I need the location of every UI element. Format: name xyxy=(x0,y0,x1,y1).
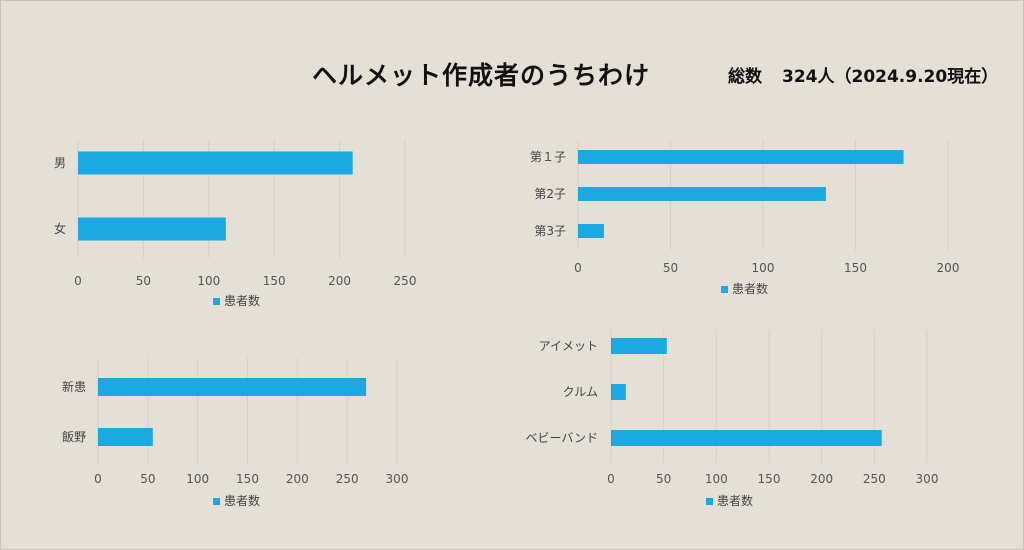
legend-swatch xyxy=(721,286,728,293)
x-tick-label: 150 xyxy=(263,274,286,288)
category-label: 飯野 xyxy=(62,429,86,444)
legend: 患者数 xyxy=(213,493,260,508)
x-tick-label: 100 xyxy=(752,261,775,275)
x-tick-label: 150 xyxy=(844,261,867,275)
legend: 患者数 xyxy=(213,293,260,308)
category-label: 第3子 xyxy=(534,224,566,238)
total-label: 総数 xyxy=(728,67,762,87)
category-label: 新患 xyxy=(62,379,86,394)
x-tick-label: 50 xyxy=(656,472,671,486)
x-tick-label: 0 xyxy=(94,472,102,486)
category-label: アイメット xyxy=(539,339,598,353)
bar xyxy=(578,224,604,238)
x-tick-label: 250 xyxy=(863,472,886,486)
bar xyxy=(78,151,353,175)
category-label: ベビーバンド xyxy=(526,431,598,445)
x-tick-label: 0 xyxy=(74,274,82,288)
bar xyxy=(611,430,882,446)
category-label: 第2子 xyxy=(534,187,566,201)
legend-swatch xyxy=(706,498,713,505)
x-tick-label: 200 xyxy=(937,261,960,275)
category-label: 第１子 xyxy=(530,150,566,164)
x-tick-label: 150 xyxy=(236,472,259,486)
legend-label: 患者数 xyxy=(224,293,260,308)
category-label: 男 xyxy=(54,156,66,170)
bar xyxy=(611,384,626,400)
x-tick-label: 50 xyxy=(140,472,155,486)
x-tick-label: 0 xyxy=(607,472,615,486)
x-tick-label: 100 xyxy=(705,472,728,486)
category-label: 女 xyxy=(54,221,66,236)
x-tick-label: 150 xyxy=(758,472,781,486)
bar xyxy=(578,187,826,201)
bar xyxy=(98,428,153,446)
legend: 患者数 xyxy=(706,493,753,508)
x-tick-label: 300 xyxy=(386,472,409,486)
x-tick-label: 200 xyxy=(286,472,309,486)
legend: 患者数 xyxy=(721,281,768,296)
legend-swatch xyxy=(213,298,220,305)
bar xyxy=(78,217,226,241)
legend-label: 患者数 xyxy=(717,493,753,508)
x-tick-label: 0 xyxy=(574,261,582,275)
total-count: 総数 324人（2024.9.20現在） xyxy=(728,62,998,87)
legend-swatch xyxy=(213,498,220,505)
x-tick-label: 100 xyxy=(197,274,220,288)
x-tick-label: 300 xyxy=(916,472,939,486)
legend-label: 患者数 xyxy=(224,493,260,508)
x-tick-label: 50 xyxy=(136,274,151,288)
page-title: ヘルメット作成者のうちわけ xyxy=(312,61,651,90)
bar xyxy=(611,338,667,354)
x-tick-label: 200 xyxy=(328,274,351,288)
x-tick-label: 50 xyxy=(663,261,678,275)
x-tick-label: 250 xyxy=(336,472,359,486)
x-tick-label: 100 xyxy=(186,472,209,486)
total-value: 324人（2024.9.20現在） xyxy=(782,67,999,87)
x-tick-label: 250 xyxy=(394,274,417,288)
bar xyxy=(578,150,904,164)
bar xyxy=(98,378,367,396)
category-label: クルム xyxy=(563,385,598,399)
x-tick-label: 200 xyxy=(810,472,833,486)
legend-label: 患者数 xyxy=(732,281,768,296)
